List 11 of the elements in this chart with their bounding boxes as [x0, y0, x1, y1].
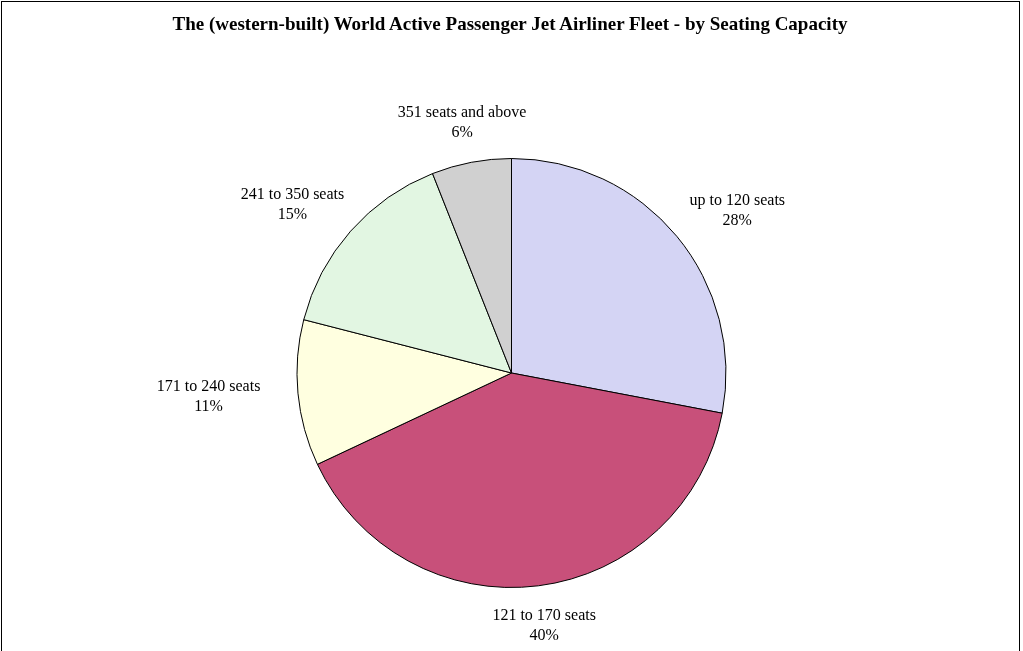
- data-label: 15%: [277, 204, 308, 222]
- data-label: 40%: [529, 625, 559, 643]
- slice-label: 351 seats and above: [397, 103, 527, 121]
- data-label: 28%: [722, 210, 752, 228]
- slice-label: 241 to 350 seats: [240, 184, 345, 202]
- chart-title: The (western-built) World Active Passenger Jet Airliner Fleet - by Seating Capacity: [171, 12, 849, 36]
- slice-label: 171 to 240 seats: [156, 377, 261, 395]
- slice-label: up to 120 seats: [689, 190, 786, 209]
- data-label: 11%: [194, 397, 223, 415]
- data-label: 6%: [451, 123, 473, 141]
- slice-label: 121 to 170 seats: [492, 605, 596, 623]
